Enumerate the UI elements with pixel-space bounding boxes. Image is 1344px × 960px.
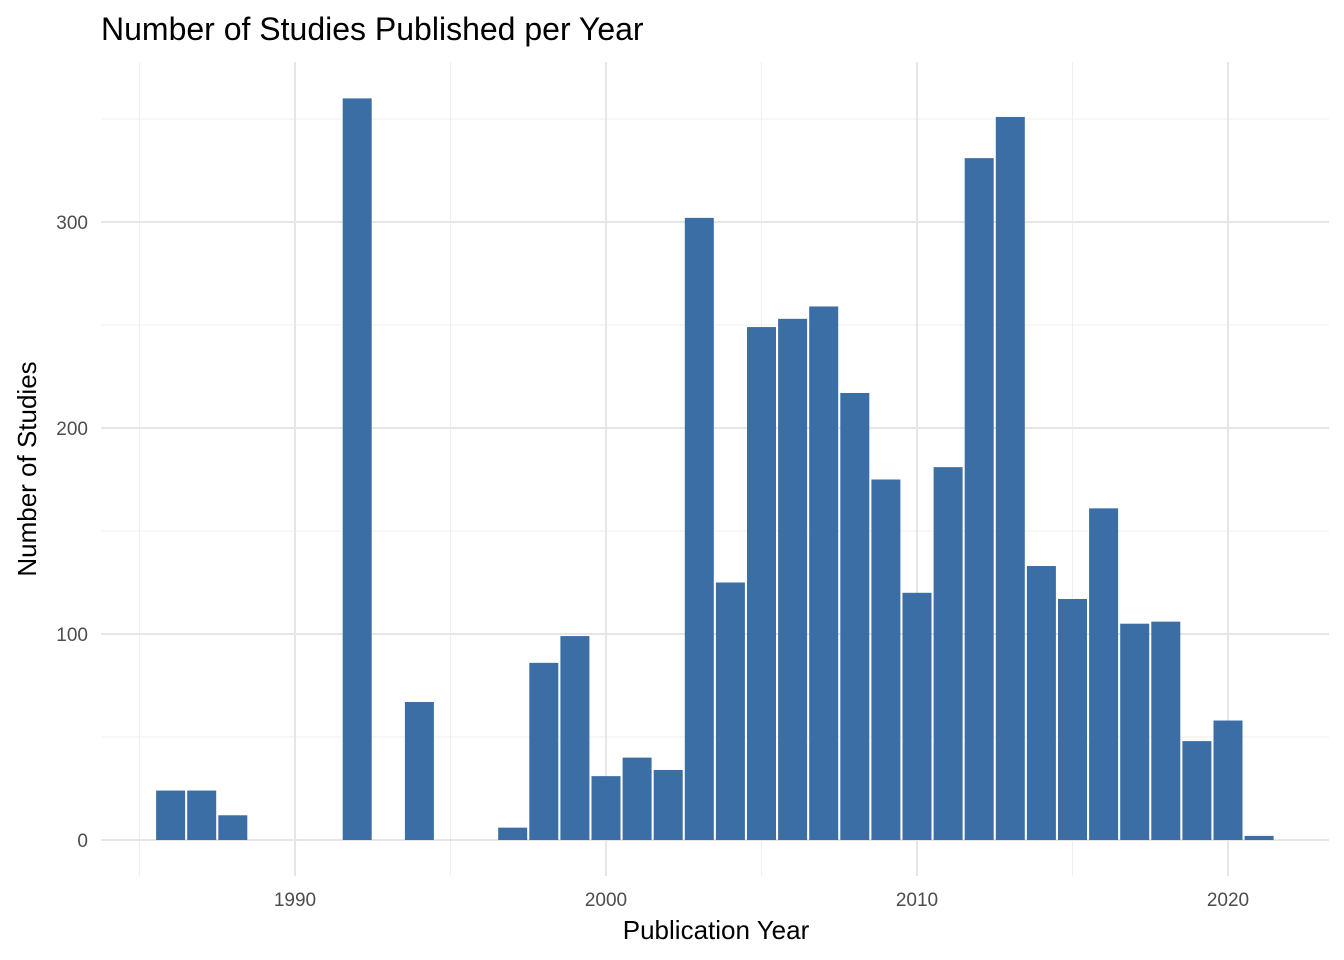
bar-2006 xyxy=(778,318,808,840)
x-tick-label: 2010 xyxy=(896,890,938,911)
bar-2002 xyxy=(653,769,683,840)
bar-1986 xyxy=(156,790,186,840)
y-tick-label: 0 xyxy=(77,831,88,852)
bar-2018 xyxy=(1151,621,1181,840)
bar-1988 xyxy=(218,815,248,840)
bar-2011 xyxy=(933,467,963,840)
bar-2001 xyxy=(622,757,652,840)
bar-2008 xyxy=(840,392,870,840)
y-tick-label: 100 xyxy=(56,625,88,646)
bar-2007 xyxy=(809,306,839,841)
bar-2020 xyxy=(1213,720,1243,840)
y-tick-labels: 0 100 200 300 xyxy=(56,213,88,852)
bar-1997 xyxy=(498,827,528,840)
bar-2017 xyxy=(1120,623,1150,840)
bar-2003 xyxy=(684,217,714,840)
bar-2016 xyxy=(1089,508,1119,840)
bar-2009 xyxy=(871,479,901,840)
x-tick-label: 2000 xyxy=(585,890,627,911)
chart-title: Number of Studies Published per Year xyxy=(101,11,644,47)
x-tick-labels: 1990 2000 2010 2020 xyxy=(274,890,1249,911)
bar-2012 xyxy=(964,158,994,840)
bar-2019 xyxy=(1182,741,1212,840)
x-axis-title: Publication Year xyxy=(623,915,810,945)
bar-2015 xyxy=(1058,598,1087,840)
bar-1987 xyxy=(187,790,217,840)
bar-1998 xyxy=(529,662,559,840)
y-tick-label: 300 xyxy=(56,213,88,234)
y-axis-title: Number of Studies xyxy=(12,361,42,576)
bar-1992 xyxy=(342,98,372,840)
y-tick-label: 200 xyxy=(56,419,88,440)
bar-2013 xyxy=(995,116,1025,840)
bar-2005 xyxy=(747,327,776,840)
bars xyxy=(156,98,1274,841)
bar-2004 xyxy=(715,582,745,840)
bar-2010 xyxy=(902,592,932,840)
bar-1999 xyxy=(560,636,590,840)
bar-2021 xyxy=(1244,835,1274,840)
bar-1994 xyxy=(404,701,434,840)
x-tick-label: 1990 xyxy=(274,890,316,911)
x-tick-label: 2020 xyxy=(1207,890,1249,911)
bar-2000 xyxy=(591,776,621,840)
bar-2014 xyxy=(1026,566,1056,840)
